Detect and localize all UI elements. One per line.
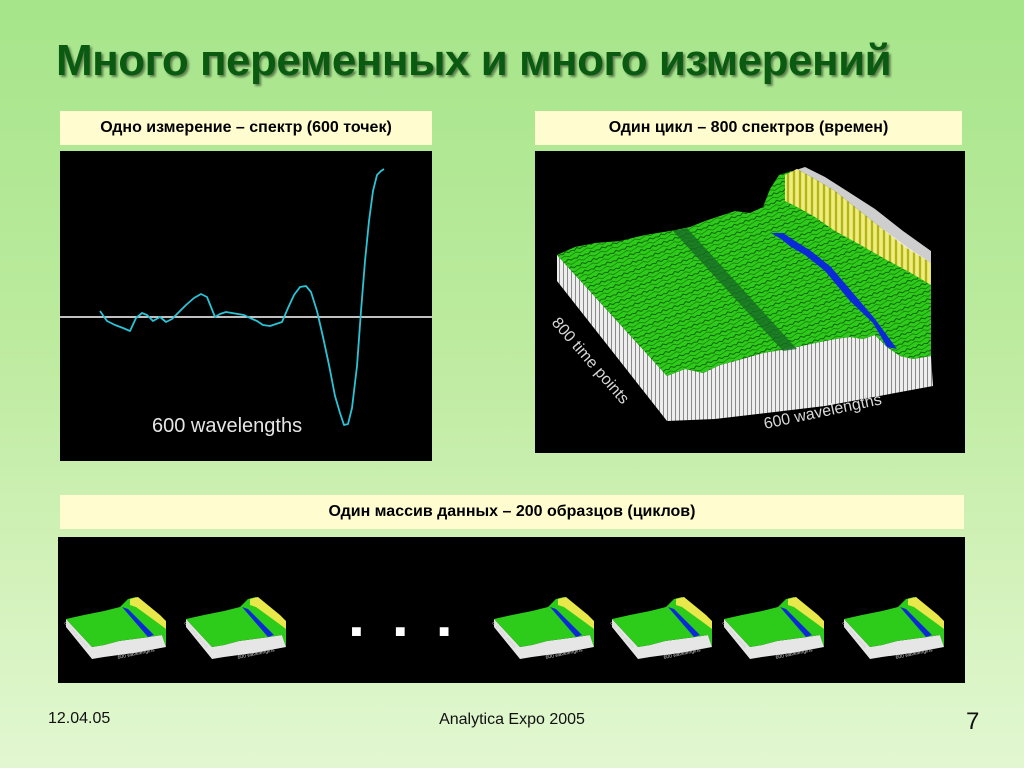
data-array-thumb-2: 800 time points 600 wavelengths	[182, 597, 286, 661]
surface-yellow-ridge	[785, 169, 931, 285]
data-array-thumb-3: 800 time points 600 wavelengths	[490, 597, 594, 661]
surface-white-ridge	[793, 167, 931, 263]
spectrum-plot: 600 wavelengths	[60, 168, 432, 437]
single-measurement-label: Одно измерение – спектр (600 точек)	[60, 111, 432, 145]
data-array-ellipsis: ■ ■ ■	[351, 621, 464, 641]
page-number: 7	[966, 708, 980, 735]
surface-front-wall	[667, 335, 933, 421]
data-array-panel: 800 time points 600 wavelengths 800 time…	[58, 537, 965, 683]
footer-date: 12.04.05	[48, 710, 111, 727]
one-cycle-label: Один цикл – 800 спектров (времен)	[535, 111, 962, 145]
footer-event: Analytica Expo 2005	[439, 711, 585, 728]
surface-blue-band	[771, 233, 897, 349]
spectrum-axis-label: 600 wavelengths	[152, 415, 302, 437]
data-array-thumb-1: 800 time points 600 wavelengths	[62, 597, 166, 661]
spectrum-panel: 600 wavelengths	[60, 151, 432, 461]
data-array-thumb-4: 800 time points 600 wavelengths	[608, 597, 712, 661]
surface-dark-band	[673, 228, 797, 351]
spectrum-line	[99, 168, 385, 426]
surface-left-wall	[557, 255, 667, 421]
surface-panel: 800 time points 600 wavelengths	[535, 151, 965, 453]
data-array-thumb-6: 800 time points 600 wavelengths	[840, 597, 944, 661]
data-array-strip: 800 time points 600 wavelengths 800 time…	[62, 597, 944, 661]
data-array-thumb-5: 800 time points 600 wavelengths	[720, 597, 824, 661]
slide-title: Много переменных и много измерений	[56, 36, 892, 85]
data-array-label: Один массив данных – 200 образцов (цикло…	[60, 495, 964, 529]
surface-plot: 800 time points 600 wavelengths	[548, 167, 933, 433]
